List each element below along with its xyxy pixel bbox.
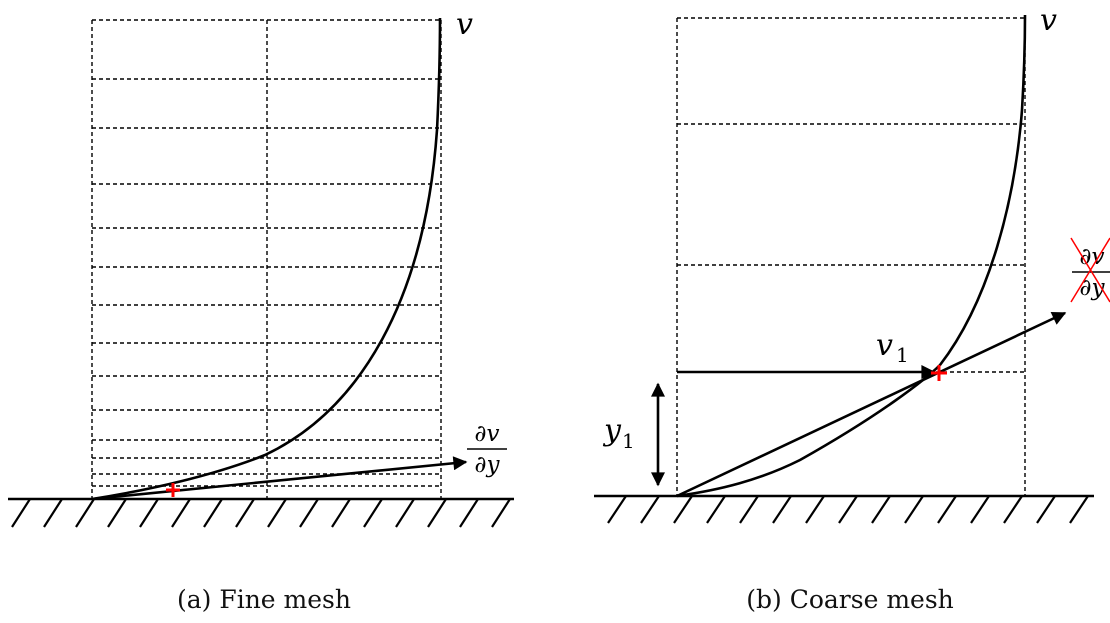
v1-label: v 1 [876, 328, 909, 367]
gradient-arrow [676, 311, 1067, 498]
gradient-label: ∂v ∂y [467, 421, 507, 478]
gradient-numerator: ∂v [1080, 244, 1105, 270]
wall-hatching [11, 498, 511, 528]
fine-mesh-grid [91, 19, 442, 499]
velocity-label: v [1040, 3, 1057, 38]
panel-coarse-mesh: v v 1 y 1 ∂v ∂y (b) Coarse mesh [594, 3, 1110, 614]
wall [8, 497, 514, 528]
v1-symbol: v [876, 328, 893, 363]
panel-fine-mesh: v ∂v ∂y (a) Fine mesh [8, 7, 514, 614]
first-cell-marker [931, 365, 947, 381]
wall-hatching [607, 495, 1089, 524]
velocity-profile-curve [91, 17, 442, 501]
gradient-label-crossed: ∂v ∂y [1070, 237, 1110, 303]
v1-subscript: 1 [896, 343, 909, 367]
coarse-mesh-grid [676, 17, 1026, 496]
y1-label: y 1 [602, 413, 635, 453]
gradient-arrow [91, 456, 468, 501]
velocity-profile-curve [676, 14, 1027, 498]
wall [594, 494, 1094, 524]
caption-coarse-mesh: (b) Coarse mesh [746, 585, 954, 614]
caption-fine-mesh: (a) Fine mesh [177, 585, 351, 614]
velocity-label: v [456, 7, 473, 42]
y1-symbol: y [602, 413, 622, 448]
gradient-numerator: ∂v [475, 421, 500, 447]
y1-subscript: 1 [622, 429, 635, 453]
gradient-denominator: ∂y [475, 452, 501, 478]
strike-out-cross [1070, 237, 1110, 303]
first-cell-marker [166, 483, 180, 497]
